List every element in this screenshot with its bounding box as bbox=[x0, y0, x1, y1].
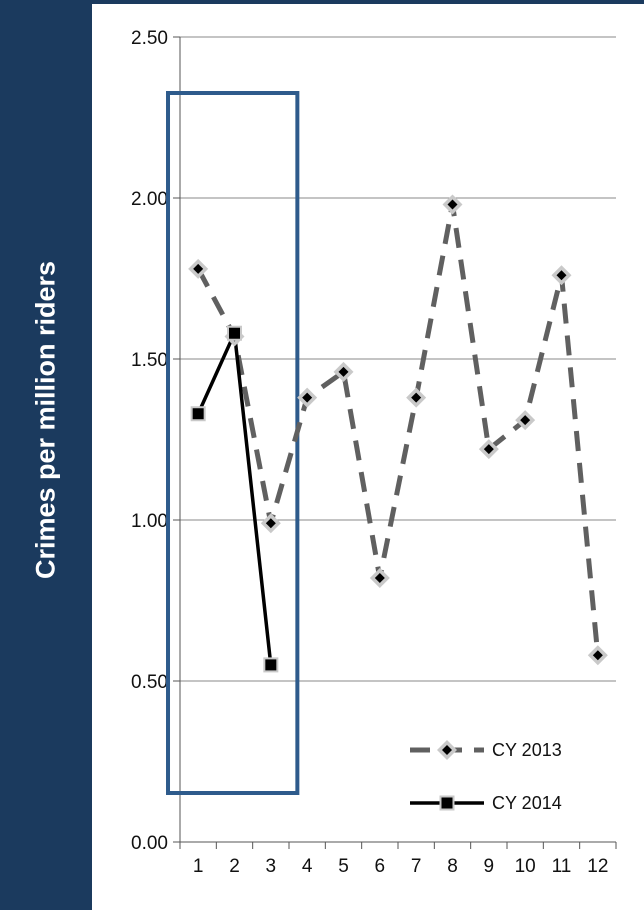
legend-marker-1-square bbox=[439, 795, 455, 811]
highlight-box bbox=[166, 91, 300, 795]
series-1-point-3 bbox=[263, 657, 279, 673]
legend-label-0: CY 2013 bbox=[492, 740, 562, 760]
x-tick-label-6: 6 bbox=[375, 856, 386, 877]
gridlines bbox=[180, 36, 616, 682]
top-band bbox=[0, 0, 644, 4]
x-tick-label-12: 12 bbox=[587, 856, 608, 877]
left-band bbox=[0, 0, 92, 910]
series-0-point-8 bbox=[442, 194, 463, 215]
series-1-point-1-square bbox=[190, 406, 206, 422]
series-0-point-12-inner bbox=[592, 650, 603, 661]
y-tick-label-5: 2.50 bbox=[131, 28, 168, 49]
series-1-point-1 bbox=[190, 406, 206, 422]
legend-label-1: CY 2014 bbox=[492, 793, 562, 813]
axes bbox=[173, 36, 617, 849]
series-0-point-11-inner bbox=[556, 270, 567, 281]
x-tick-label-2: 2 bbox=[229, 856, 240, 877]
series-0-point-10 bbox=[515, 410, 536, 431]
series-line-0 bbox=[195, 201, 601, 656]
series-0-point-10-inner bbox=[520, 415, 531, 426]
legend: CY 2013 CY 2014 bbox=[410, 740, 562, 813]
x-tick-label-7: 7 bbox=[411, 856, 422, 877]
series-0-point-4-inner bbox=[302, 392, 313, 403]
series-0-point-12 bbox=[587, 645, 608, 666]
series-0-point-7 bbox=[406, 387, 427, 408]
series-0-point-9-inner bbox=[483, 444, 494, 455]
y-tick-label-3: 1.50 bbox=[131, 350, 168, 371]
x-tick-label-5: 5 bbox=[338, 856, 349, 877]
series-0-point-7-inner bbox=[411, 392, 422, 403]
legend-marker-0-inner bbox=[442, 745, 452, 755]
y-tick-label-1: 0.50 bbox=[131, 672, 168, 693]
x-tick-label-10: 10 bbox=[515, 856, 536, 877]
series-1-point-2 bbox=[227, 325, 242, 341]
x-tick-label-9: 9 bbox=[484, 856, 495, 877]
series-lines bbox=[195, 201, 601, 666]
series-1-point-2-square bbox=[227, 325, 242, 341]
series-0-point-3 bbox=[260, 513, 281, 534]
y-tick-label-2: 1.00 bbox=[131, 511, 168, 532]
x-tick-label-8: 8 bbox=[447, 856, 458, 877]
series-0-point-3-inner bbox=[265, 518, 276, 529]
x-tick-label-11: 11 bbox=[552, 856, 572, 877]
series-0-point-1-inner bbox=[193, 263, 204, 274]
series-0-point-6-inner bbox=[374, 572, 385, 583]
series-0-point-6 bbox=[369, 567, 390, 588]
y-tick-label-4: 2.00 bbox=[131, 189, 168, 210]
x-tick-label-3: 3 bbox=[266, 856, 277, 877]
legend-marker-0 bbox=[437, 740, 457, 760]
highlight-box-rect bbox=[166, 91, 300, 795]
series-markers bbox=[188, 194, 608, 673]
series-0-point-5-inner bbox=[338, 366, 349, 377]
y-tick-label-0: 0.00 bbox=[131, 833, 168, 854]
series-1-point-3-square bbox=[263, 657, 279, 673]
series-0-point-9 bbox=[478, 439, 499, 460]
x-tick-label-4: 4 bbox=[302, 856, 313, 877]
series-line-1 bbox=[196, 331, 273, 666]
legend-marker-1 bbox=[439, 795, 455, 811]
series-0-point-4 bbox=[297, 387, 318, 408]
series-0-point-5 bbox=[333, 361, 354, 382]
x-tick-label-1: 1 bbox=[193, 856, 204, 877]
series-0-point-11 bbox=[551, 265, 572, 286]
tick-labels: 0.000.501.001.502.002.501 2 3 4 5 6 7 8 9 10 11 12 bbox=[131, 28, 608, 877]
series-0-point-1 bbox=[188, 258, 209, 279]
series-0-point-8-inner bbox=[447, 199, 458, 210]
